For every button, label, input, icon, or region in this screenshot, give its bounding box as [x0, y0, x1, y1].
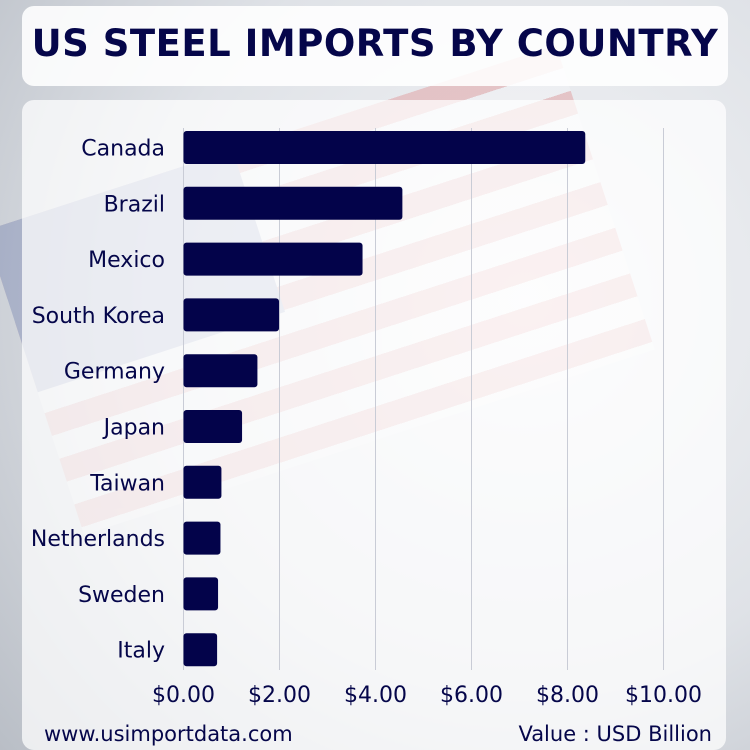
category-label: Canada — [81, 137, 165, 162]
x-tick-label: $10.00 — [625, 683, 702, 708]
category-label: Sweden — [78, 583, 165, 608]
title-box: US STEEL IMPORTS BY COUNTRY — [22, 6, 728, 86]
chart-title: US STEEL IMPORTS BY COUNTRY — [31, 22, 719, 65]
bar — [183, 521, 221, 555]
bar — [183, 633, 218, 667]
x-tick-label: $8.00 — [536, 683, 599, 708]
category-label: Germany — [64, 360, 165, 385]
bar — [183, 131, 586, 164]
bar — [183, 298, 280, 332]
x-tick-label: $6.00 — [440, 683, 503, 708]
x-tick-label: $0.00 — [152, 683, 215, 708]
x-tick-label: $2.00 — [248, 683, 311, 708]
bar — [183, 465, 222, 499]
category-label: Japan — [102, 416, 165, 441]
category-label: Brazil — [104, 192, 165, 217]
category-label: Netherlands — [31, 527, 165, 552]
category-label: Italy — [117, 639, 165, 664]
bar — [183, 186, 403, 220]
x-tick-label: $4.00 — [344, 683, 407, 708]
bar — [183, 410, 243, 443]
website-label: www.usimportdata.com — [44, 722, 293, 746]
bar — [183, 577, 219, 611]
category-label: Taiwan — [89, 471, 165, 496]
category-label: Mexico — [88, 248, 165, 273]
category-label: South Korea — [32, 304, 165, 329]
unit-label: Value : USD Billion — [518, 722, 712, 746]
bar — [183, 354, 258, 388]
bar — [183, 242, 363, 276]
